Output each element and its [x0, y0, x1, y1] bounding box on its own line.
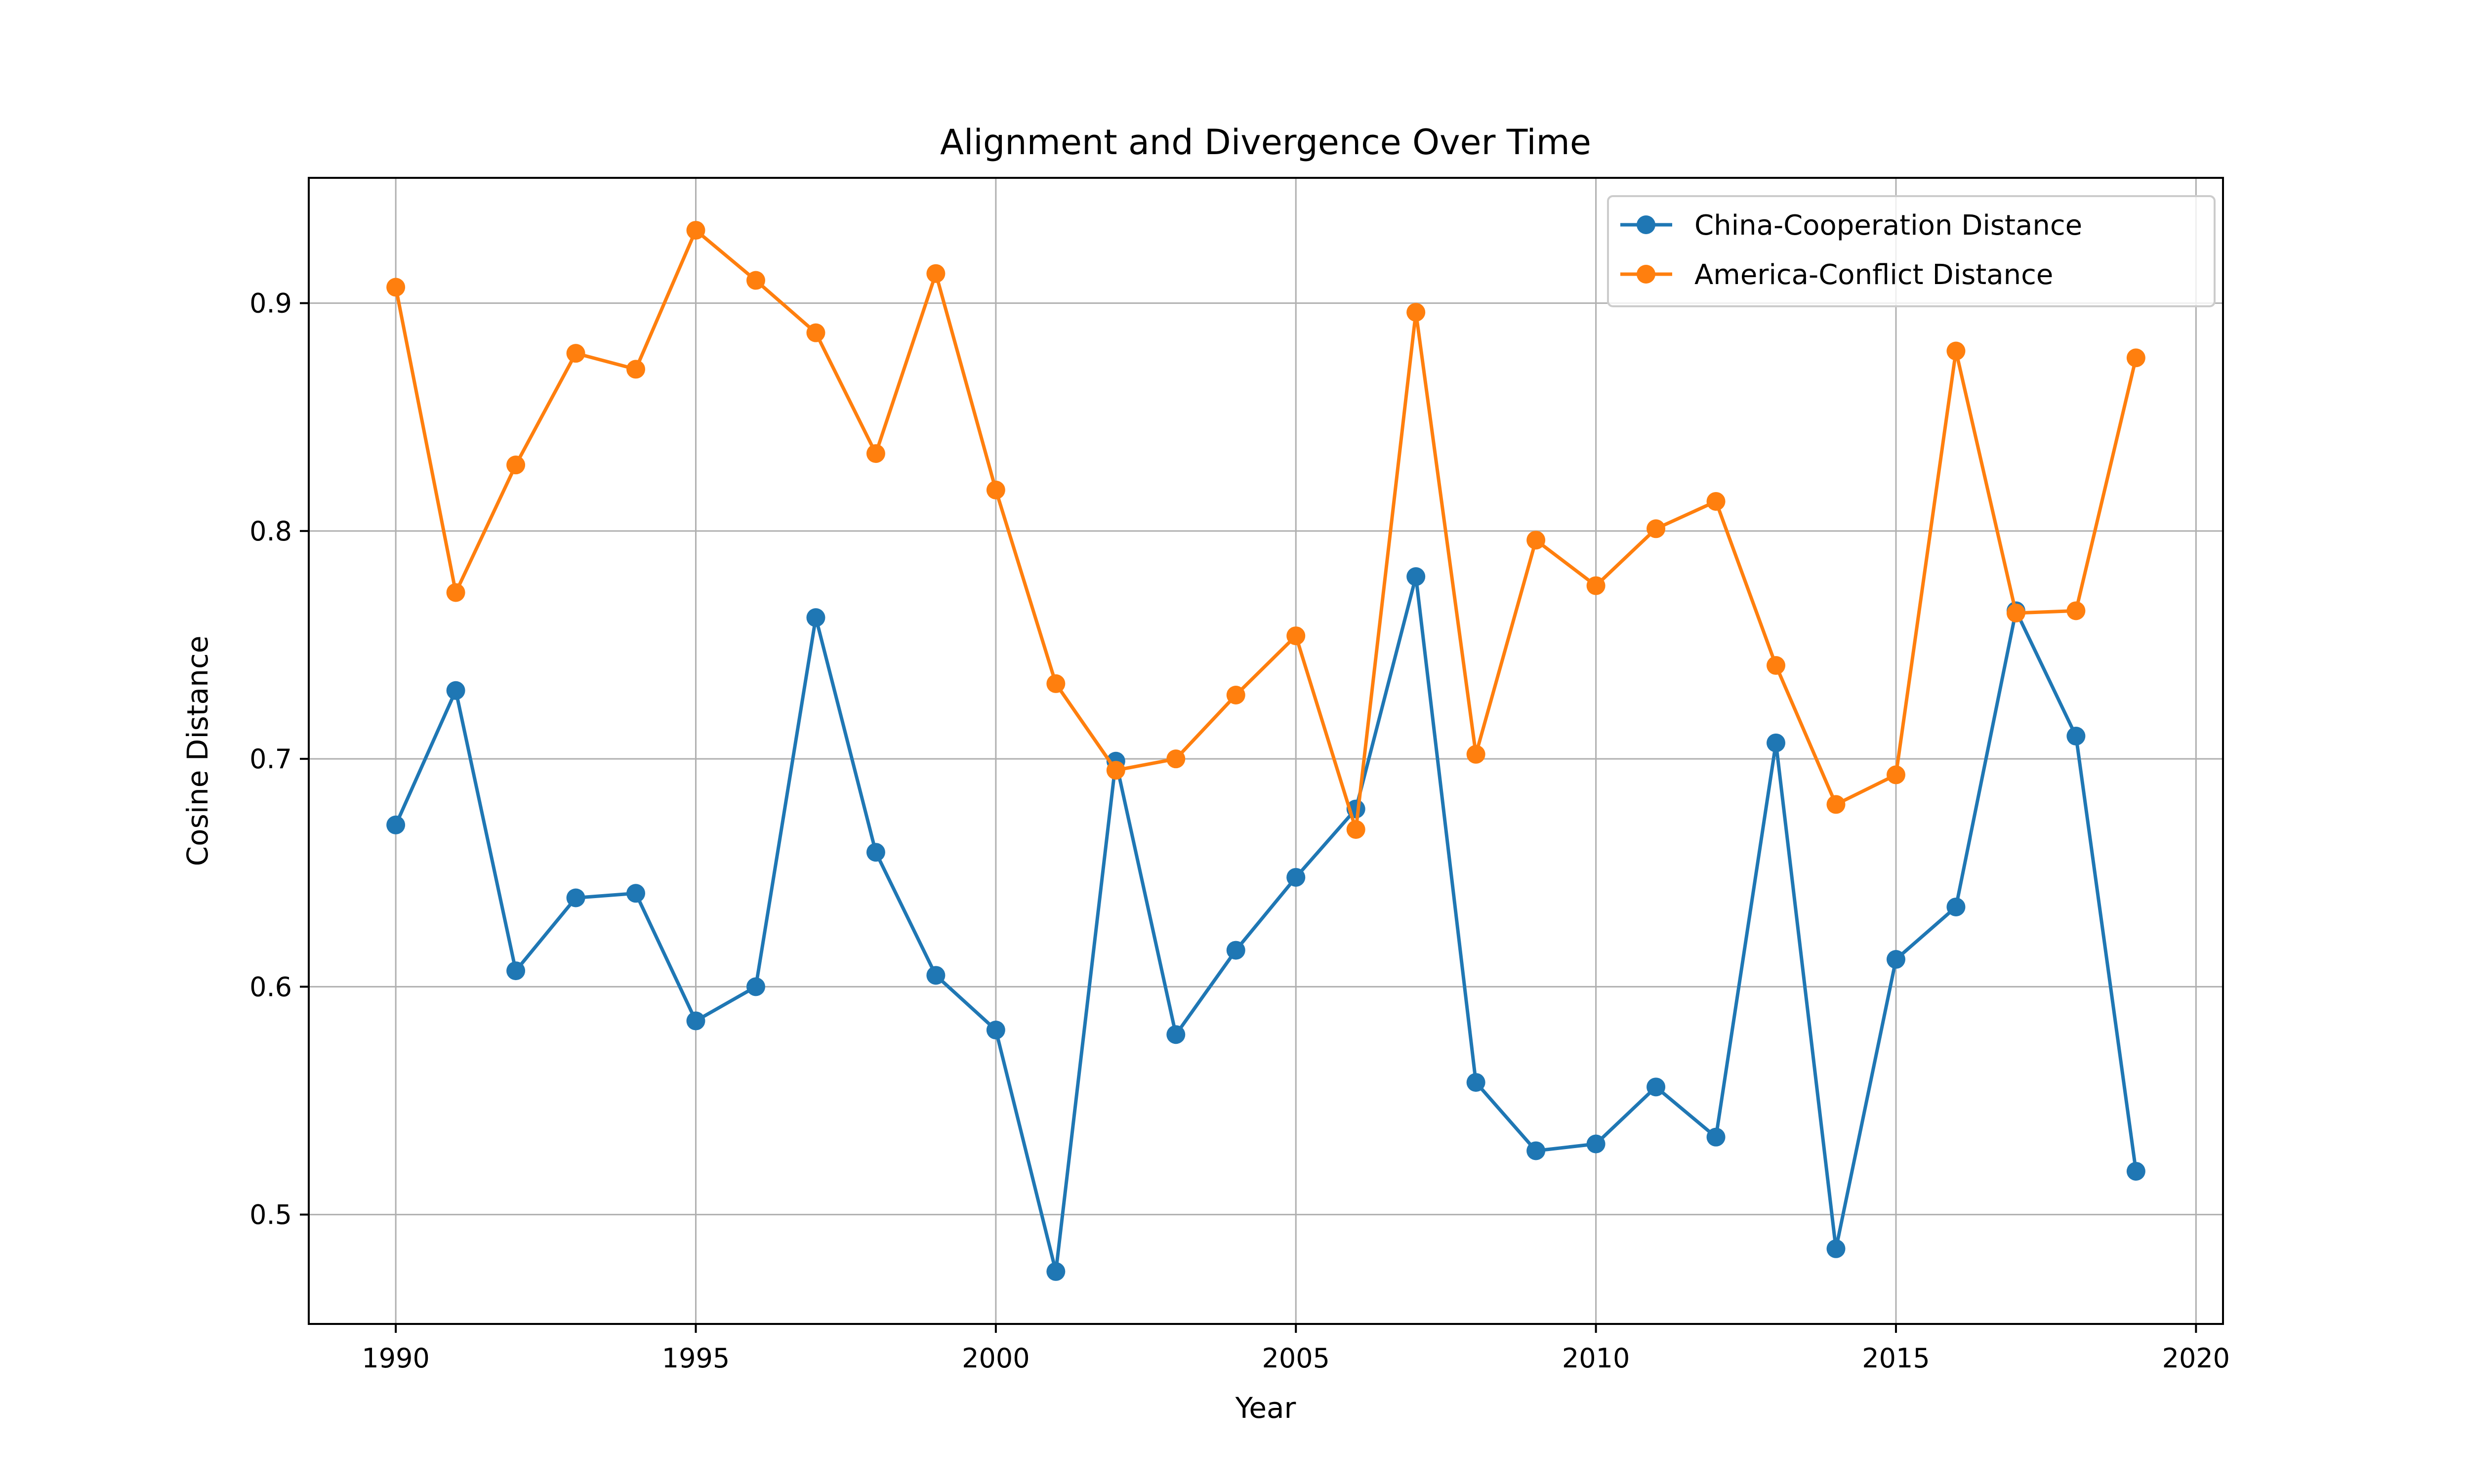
data-point	[2126, 1161, 2145, 1181]
data-point	[1226, 685, 1245, 704]
data-point	[1586, 1134, 1606, 1154]
data-point	[1406, 303, 1426, 322]
legend: China-Cooperation Distance America-Confli…	[1607, 195, 2216, 307]
x-tick-label: 2000	[962, 1343, 1029, 1374]
chart-title: Alignment and Divergence Over Time	[940, 122, 1591, 163]
data-point	[1647, 1077, 1666, 1097]
data-point	[386, 815, 406, 834]
plot-area-frame	[308, 177, 2224, 1325]
x-tick-label: 2020	[2162, 1343, 2230, 1374]
data-point	[806, 323, 825, 342]
data-point	[506, 455, 526, 475]
legend-label: America-Conflict Distance	[1694, 259, 2053, 291]
y-tick-label: 0.5	[249, 1199, 292, 1231]
series-line	[394, 575, 2138, 1274]
series-layer	[386, 221, 2145, 1281]
data-point	[2066, 727, 2086, 746]
x-tick-label: 1990	[362, 1343, 429, 1374]
data-point	[1166, 749, 1186, 769]
data-point	[1767, 733, 1786, 752]
data-point	[926, 264, 946, 283]
data-point	[1166, 1025, 1186, 1044]
grid-lines	[309, 178, 2223, 1324]
series-america-conflict	[386, 221, 2145, 839]
legend-box	[1607, 195, 2216, 307]
data-point	[1226, 941, 1245, 960]
y-tick-label: 0.8	[249, 516, 292, 547]
series-china-cooperation	[386, 567, 2145, 1281]
x-tick-label: 2010	[1562, 1343, 1630, 1374]
data-point	[1046, 674, 1066, 693]
data-point	[1346, 820, 1365, 839]
data-point	[806, 608, 825, 627]
data-point	[1526, 1141, 1546, 1160]
data-point	[1466, 1073, 1485, 1092]
y-tick-label: 0.7	[249, 743, 292, 775]
data-point	[686, 1011, 705, 1031]
data-point	[506, 961, 526, 981]
data-point	[1647, 519, 1666, 538]
data-point	[1826, 1239, 1846, 1258]
x-tick-label: 1995	[662, 1343, 730, 1374]
data-point	[1886, 765, 1905, 784]
data-point	[626, 360, 646, 379]
data-point	[2066, 601, 2086, 620]
data-point	[446, 583, 465, 602]
legend-label: China-Cooperation Distance	[1694, 209, 2082, 242]
data-point	[926, 966, 946, 985]
legend-marker	[1637, 265, 1655, 284]
x-axis-label: Year	[1235, 1391, 1296, 1425]
legend-marker	[1637, 215, 1655, 234]
data-point	[746, 977, 765, 996]
y-axis-label: Cosine Distance	[181, 636, 214, 866]
x-tick-label: 2005	[1262, 1343, 1330, 1374]
series-line	[394, 228, 2138, 831]
data-point	[566, 888, 585, 907]
data-point	[386, 278, 406, 297]
data-point	[1586, 576, 1606, 595]
data-point	[1286, 626, 1306, 646]
data-point	[566, 344, 585, 363]
data-point	[746, 271, 765, 290]
data-point	[1046, 1262, 1066, 1281]
y-tick-label: 0.9	[249, 288, 292, 319]
x-tick-label: 2015	[1862, 1343, 1930, 1374]
data-point	[1826, 795, 1846, 814]
data-point	[866, 444, 885, 463]
data-point	[866, 843, 885, 862]
data-point	[626, 884, 646, 903]
axis-ticks: 1990 1995 2000 2005 2010 2015 2020 0.5 0.6 0.7 0.8…	[249, 288, 2230, 1374]
data-point	[1466, 744, 1485, 764]
data-point	[1706, 1127, 1726, 1147]
data-point	[1767, 656, 1786, 675]
data-point	[1286, 867, 1306, 887]
data-point	[1406, 567, 1426, 586]
y-tick-label: 0.6	[249, 971, 292, 1002]
data-point	[686, 221, 705, 240]
data-point	[1886, 950, 1905, 969]
data-point	[1706, 492, 1726, 511]
data-point	[446, 681, 465, 700]
data-point	[2126, 348, 2145, 368]
data-point	[986, 1021, 1005, 1040]
data-point	[1946, 341, 1966, 361]
data-point	[986, 480, 1005, 499]
data-point	[1106, 761, 1125, 780]
data-point	[1946, 897, 1966, 916]
data-point	[1526, 531, 1546, 550]
data-point	[2006, 603, 2025, 622]
